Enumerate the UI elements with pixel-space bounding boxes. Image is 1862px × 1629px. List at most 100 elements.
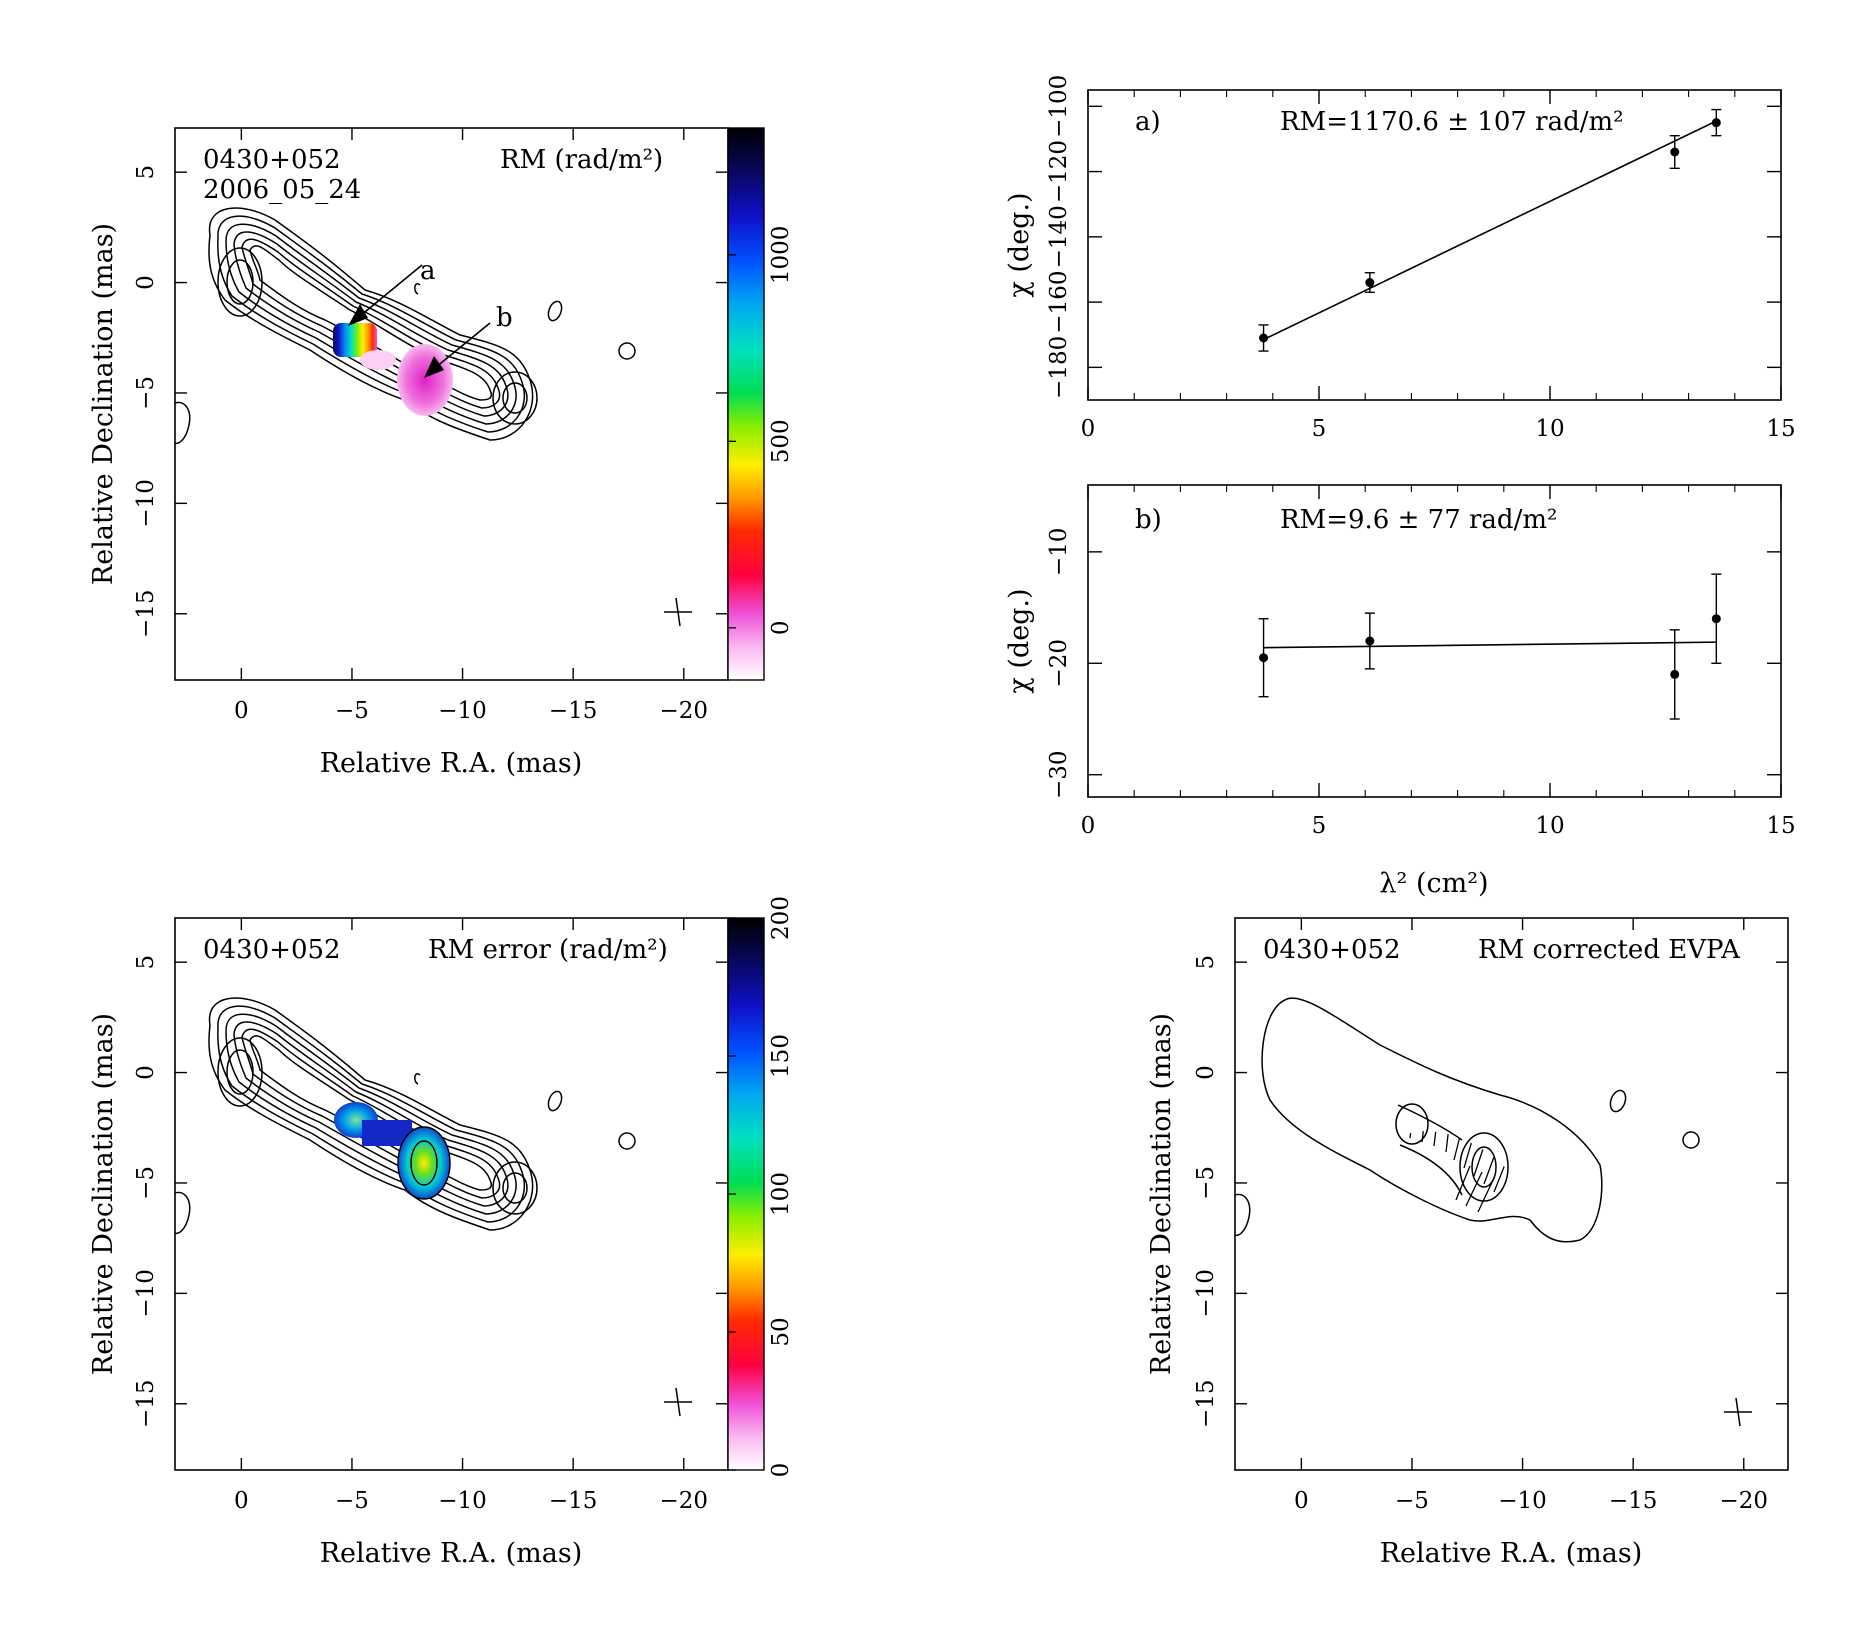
- scatter-a-panel: a) RM=1170.6 ± 107 rad/m² χ (deg.) 0 5 10 1…: [1004, 75, 1796, 442]
- rm-error-contours: [174, 997, 636, 1235]
- data-point: [1670, 669, 1680, 679]
- y-tick-label: −10: [1046, 528, 1072, 577]
- rm-map-yticks: 5 0 −5 −10 −15: [133, 165, 728, 638]
- colorbar-tick-label: 1000: [768, 226, 794, 285]
- y-tick-label: 5: [133, 955, 159, 970]
- x-tick-label: 0: [234, 1488, 249, 1514]
- rm-map-epoch-label: 2006_05_24: [203, 175, 361, 205]
- rm-colorbar: [728, 128, 764, 680]
- rm-error-yticks: 5 0 −5 −10 −15: [133, 955, 728, 1428]
- x-tick-label: 0: [1081, 416, 1096, 442]
- rm-map-beam-icon: [664, 597, 692, 627]
- data-point: [1259, 333, 1269, 343]
- x-tick-label: 15: [1766, 813, 1795, 839]
- x-tick-label: 10: [1535, 813, 1564, 839]
- data-point: [1259, 653, 1269, 663]
- colorbar-tick-label: 0: [768, 1463, 794, 1478]
- evpa-xticks: 0 −5 −10 −15 −20: [1294, 918, 1768, 1514]
- rm-error-map-panel: 0430+052 RM error (rad/m²) Relative R.A.…: [88, 896, 794, 1569]
- rm-error-xlabel: Relative R.A. (mas): [320, 1538, 583, 1569]
- x-tick-label: −5: [335, 1488, 369, 1514]
- scatter-b-marks: [1258, 573, 1722, 720]
- x-tick-label: −10: [1498, 1488, 1547, 1514]
- rm-map-markers: a b: [348, 256, 513, 378]
- scatter-a-marks: [1258, 108, 1722, 352]
- rm-map-source-label: 0430+052: [203, 145, 341, 175]
- rm-map-color-regions: [333, 323, 453, 416]
- colorbar-tick-label: 100: [768, 1172, 794, 1216]
- rm-map-xlabel: Relative R.A. (mas): [320, 748, 583, 779]
- scatter-b-ylabel: χ (deg.): [1004, 588, 1035, 693]
- scatter-b-xlabel: λ² (cm²): [1379, 868, 1488, 899]
- evpa-yticks: 5 0 −5 −10 −15: [1193, 955, 1788, 1428]
- rm-error-colorbar-ticks: 0 50 100 150 200: [728, 896, 794, 1477]
- y-tick-label: −30: [1046, 750, 1072, 799]
- y-tick-label: −20: [1046, 639, 1072, 688]
- data-point: [1365, 278, 1375, 288]
- x-tick-label: −5: [1395, 1488, 1429, 1514]
- marker-b-label: b: [496, 303, 513, 333]
- x-tick-label: −10: [438, 698, 487, 724]
- y-tick-label: −10: [133, 1269, 159, 1318]
- evpa-xlabel: Relative R.A. (mas): [1380, 1538, 1643, 1569]
- y-tick-label: 0: [1193, 1065, 1219, 1080]
- y-tick-label: −15: [1193, 1379, 1219, 1428]
- x-tick-label: −20: [659, 1488, 708, 1514]
- x-tick-label: 10: [1535, 416, 1564, 442]
- scatter-b-panel-label: b): [1135, 505, 1162, 535]
- scatter-b-annotation: RM=9.6 ± 77 rad/m²: [1280, 505, 1557, 535]
- rm-map-title: RM (rad/m²): [500, 145, 663, 175]
- data-point: [1711, 614, 1721, 624]
- x-tick-label: −10: [438, 1488, 487, 1514]
- y-tick-label: −5: [1193, 1166, 1219, 1200]
- rm-error-title: RM error (rad/m²): [428, 935, 668, 965]
- y-tick-label: 0: [133, 275, 159, 290]
- scatter-a-annotation: RM=1170.6 ± 107 rad/m²: [1280, 107, 1624, 137]
- data-point: [1365, 636, 1375, 646]
- fit-line: [1263, 120, 1717, 341]
- y-tick-label: −10: [133, 479, 159, 528]
- scatter-b-panel: b) RM=9.6 ± 77 rad/m² χ (deg.) λ² (cm²) …: [1004, 484, 1796, 899]
- rm-error-xticks: 0 −5 −10 −15 −20: [234, 918, 708, 1514]
- colorbar-tick-label: 200: [768, 896, 794, 940]
- y-tick-label: −140: [1046, 205, 1072, 268]
- rm-error-beam-icon: [664, 1387, 692, 1417]
- x-tick-label: 0: [234, 698, 249, 724]
- marker-a-label: a: [420, 256, 436, 286]
- colorbar-tick-label: 0: [768, 620, 794, 635]
- rm-map-ylabel: Relative Declination (mas): [88, 223, 119, 585]
- evpa-map-panel: 0430+052 RM corrected EVPA Relative R.A.…: [1146, 917, 1789, 1569]
- scatter-a-axes: 0 5 10 15 −180−160 −140−120−100: [1046, 75, 1796, 442]
- scatter-a-ylabel: χ (deg.): [1004, 192, 1035, 297]
- evpa-ylabel: Relative Declination (mas): [1146, 1013, 1177, 1375]
- x-tick-label: −15: [549, 698, 598, 724]
- colorbar-tick-label: 50: [768, 1317, 794, 1346]
- rm-error-ylabel: Relative Declination (mas): [88, 1013, 119, 1375]
- x-tick-label: 5: [1312, 416, 1327, 442]
- x-tick-label: −20: [1719, 1488, 1768, 1514]
- fit-line: [1263, 641, 1717, 649]
- rm-map-xticks: 0 −5 −10 −15 −20: [234, 128, 708, 724]
- y-tick-label: −5: [133, 376, 159, 410]
- colorbar-tick-label: 500: [768, 419, 794, 463]
- x-tick-label: 0: [1081, 813, 1096, 839]
- evpa-title: RM corrected EVPA: [1478, 935, 1741, 965]
- scatter-b-axes: 0 5 10 15 −10 −20 −30: [1046, 485, 1796, 839]
- y-tick-label: −10: [1193, 1269, 1219, 1318]
- evpa-contours: [1234, 997, 1700, 1243]
- evpa-vectors: [1385, 1110, 1511, 1213]
- scatter-a-panel-label: a): [1135, 107, 1161, 137]
- rm-map-panel: a b 0430+052 2006_05_24 RM (rad/m²) Rela…: [88, 127, 794, 779]
- evpa-source-label: 0430+052: [1263, 935, 1401, 965]
- rm-error-source-label: 0430+052: [203, 935, 341, 965]
- data-point: [1670, 147, 1680, 157]
- y-tick-label: −180: [1046, 336, 1072, 399]
- rm-colorbar-ticks: 0 500 1000: [728, 226, 794, 635]
- y-tick-label: −15: [133, 1379, 159, 1428]
- y-tick-label: −5: [133, 1166, 159, 1200]
- y-tick-label: 0: [133, 1065, 159, 1080]
- y-tick-label: −100: [1046, 75, 1072, 138]
- y-tick-label: 5: [1193, 955, 1219, 970]
- x-tick-label: 15: [1766, 416, 1795, 442]
